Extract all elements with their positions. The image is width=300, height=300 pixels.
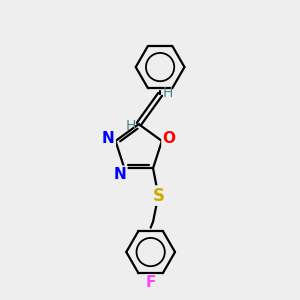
Text: N: N — [102, 131, 115, 146]
Text: S: S — [152, 187, 164, 205]
Text: O: O — [163, 131, 176, 146]
Text: H: H — [126, 118, 136, 133]
Text: H: H — [163, 86, 173, 100]
Text: F: F — [146, 275, 156, 290]
Text: N: N — [114, 167, 126, 182]
